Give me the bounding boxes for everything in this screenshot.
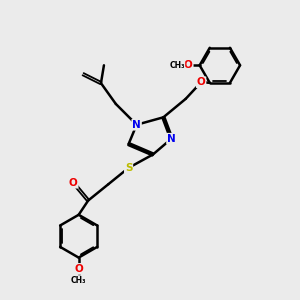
Text: CH₃: CH₃ bbox=[71, 276, 86, 285]
Text: O: O bbox=[197, 77, 206, 87]
Text: O: O bbox=[184, 60, 193, 70]
Text: O: O bbox=[74, 264, 83, 274]
Text: O: O bbox=[69, 178, 78, 188]
Text: CH₃: CH₃ bbox=[169, 61, 185, 70]
Text: S: S bbox=[125, 163, 132, 173]
Text: N: N bbox=[132, 120, 141, 130]
Text: N: N bbox=[167, 134, 176, 144]
